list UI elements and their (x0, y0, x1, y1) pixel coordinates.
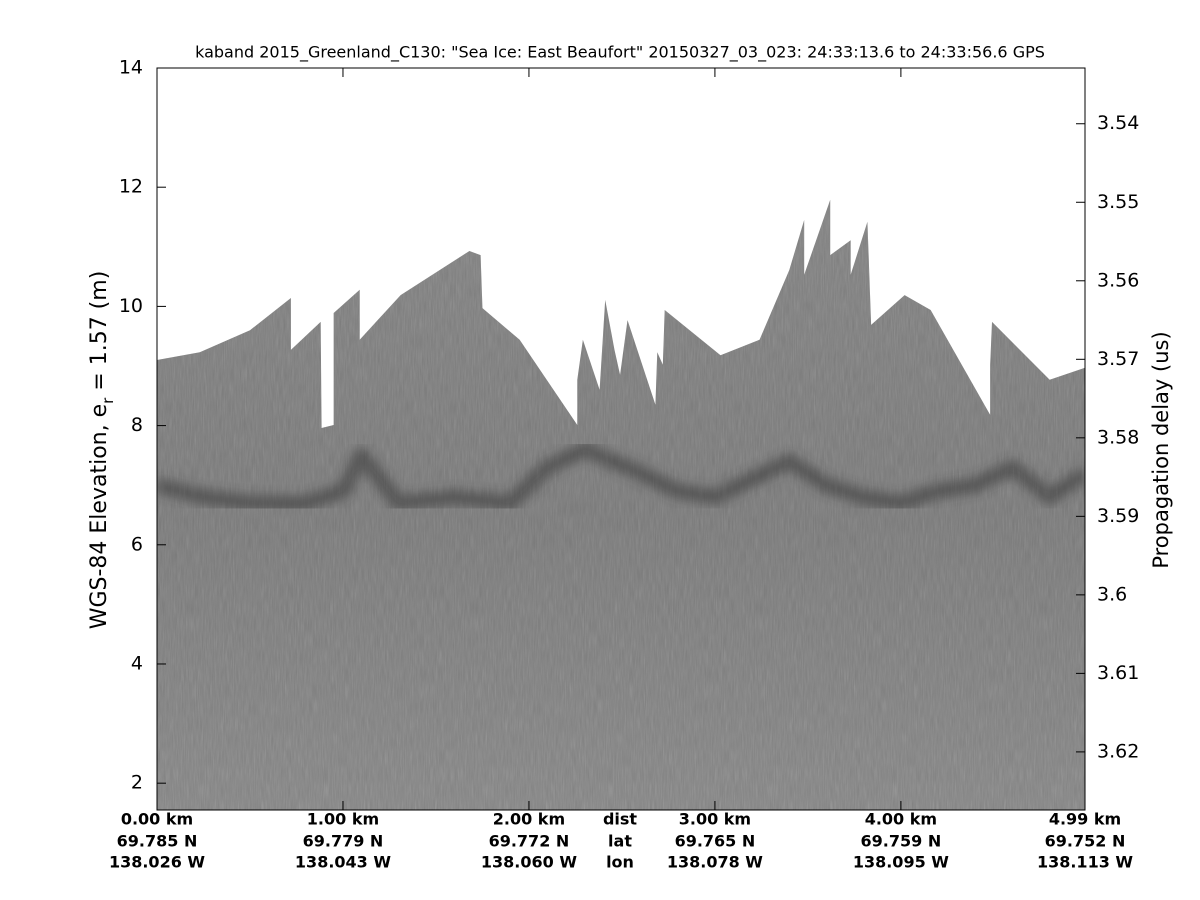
x-tick-lat: 69.772 N (489, 832, 570, 851)
x-tick-lon: 138.113 W (1037, 853, 1133, 872)
y2-axis-label: Propagation delay (us) (1149, 331, 1173, 568)
y-tick-label: 8 (131, 414, 143, 436)
x-tick-label: 3.00 km (679, 810, 751, 829)
y2-tick-label: 3.61 (1097, 662, 1139, 684)
y2-tick-label: 3.62 (1097, 740, 1139, 762)
echogram-texture (157, 199, 1085, 810)
y2-tick-label: 3.56 (1097, 269, 1139, 291)
plot-frame (156, 67, 1086, 811)
y-tick-label: 6 (131, 533, 143, 555)
row-name: lat (608, 832, 632, 851)
x-tick-lon: 138.043 W (295, 853, 391, 872)
y-tick-label: 14 (119, 57, 143, 79)
chart-title: kaband 2015_Greenland_C130: "Sea Ice: Ea… (195, 43, 1045, 63)
row-name: dist (603, 810, 637, 829)
y-axis-label: WGS-84 Elevation, er = 1.57 (m) (87, 271, 117, 630)
x-tick-lat: 69.779 N (303, 832, 384, 851)
y-axis-label-tail: = 1.57 (m) (87, 271, 112, 398)
x-tick-lat: 69.759 N (861, 832, 942, 851)
y-tick-label: 10 (119, 295, 143, 317)
x-tick-lon: 138.095 W (853, 853, 949, 872)
y-tick-label: 12 (119, 176, 143, 198)
y-tick-label: 2 (131, 772, 143, 794)
x-tick-label: 1.00 km (307, 810, 379, 829)
y2-tick-label: 3.57 (1097, 348, 1139, 370)
y2-tick-label: 3.54 (1097, 112, 1139, 134)
y-axis-label-text: WGS-84 Elevation, e (87, 404, 112, 629)
x-tick-lon: 138.026 W (109, 853, 205, 872)
y-tick-label: 4 (131, 652, 143, 674)
x-tick-lat: 69.765 N (675, 832, 756, 851)
reflector (157, 441, 1085, 512)
x-tick-label: 2.00 km (493, 810, 565, 829)
x-tick-lon: 138.060 W (481, 853, 577, 872)
x-tick-label: 0.00 km (121, 810, 193, 829)
y2-tick-label: 3.59 (1097, 505, 1139, 527)
x-tick-label: 4.00 km (865, 810, 937, 829)
y2-tick-label: 3.58 (1097, 426, 1139, 448)
x-tick-lat: 69.752 N (1045, 832, 1126, 851)
y-axis-label-sub: r (99, 397, 117, 404)
y2-tick-label: 3.6 (1097, 583, 1127, 605)
x-tick-lon: 138.078 W (667, 853, 763, 872)
x-tick-label: 4.99 km (1049, 810, 1121, 829)
row-name: lon (606, 853, 634, 872)
x-tick-lat: 69.785 N (117, 832, 198, 851)
shade (157, 199, 1085, 810)
y2-tick-label: 3.55 (1097, 191, 1139, 213)
